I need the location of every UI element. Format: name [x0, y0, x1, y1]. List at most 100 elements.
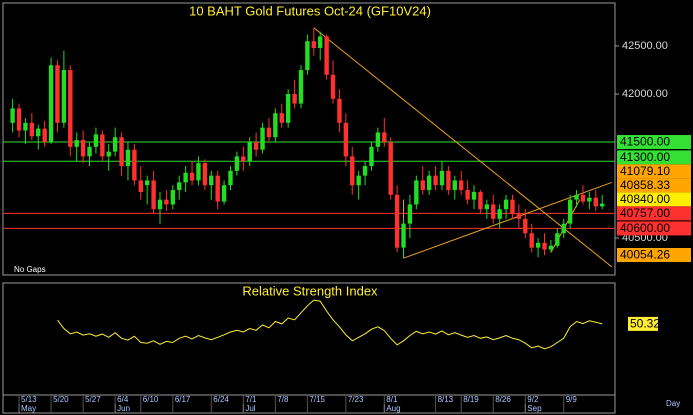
price-marker: 40858.33	[620, 178, 670, 192]
candle-body	[446, 170, 451, 191]
trend-line	[313, 27, 613, 268]
price-panel	[2, 2, 616, 276]
x-tick-label: 8/26	[495, 395, 511, 404]
candle-body	[125, 149, 131, 167]
candle-body	[337, 98, 342, 123]
candle-body	[221, 185, 227, 202]
candle-body	[305, 41, 310, 71]
candle-body	[439, 170, 445, 186]
candle-body	[23, 122, 28, 131]
x-tick-label: 8/1	[386, 395, 398, 404]
candle-body	[16, 108, 22, 131]
chart-title: 10 BAHT Gold Futures Oct-24 (GF10V24)	[189, 3, 431, 18]
candle-body	[362, 166, 368, 176]
candle-body	[388, 142, 393, 195]
month-label: May	[21, 404, 36, 413]
candle-body	[151, 180, 156, 210]
candle-body	[542, 242, 547, 250]
candle-body	[587, 197, 592, 202]
trend-line	[403, 181, 612, 259]
price-marker: 40757.00	[620, 206, 670, 220]
price-marker-box	[617, 135, 691, 150]
price-marker-box	[617, 206, 691, 221]
candle-body	[183, 172, 188, 183]
candle-body	[503, 199, 509, 210]
candle-body	[330, 74, 336, 99]
candle-body	[273, 113, 278, 138]
x-tick-label: 8/13	[438, 395, 454, 404]
candle-body	[241, 156, 246, 162]
x-tick-label: 9/2	[527, 395, 539, 404]
month-label: Aug	[386, 404, 400, 413]
rsi-value-label: 50.32	[630, 317, 660, 331]
price-marker: 40600.00	[620, 221, 670, 235]
candle-body	[209, 175, 214, 186]
candle-body	[535, 242, 541, 248]
month-label: Jul	[245, 404, 255, 413]
candle-body	[42, 128, 47, 143]
candle-body	[574, 194, 579, 200]
price-marker: 40840.00	[620, 192, 670, 206]
candle-body	[369, 146, 374, 167]
candle-body	[144, 180, 150, 186]
candle-body	[80, 140, 86, 157]
candle-body	[311, 41, 317, 48]
price-marker-box	[617, 164, 691, 179]
month-label: Sep	[527, 404, 542, 413]
candle-body	[426, 175, 432, 191]
x-tick-label: 5/27	[85, 395, 101, 404]
candle-body	[266, 127, 272, 138]
candle-body	[433, 175, 438, 186]
candle-body	[407, 204, 413, 224]
candle-body	[375, 132, 381, 147]
date-axis	[2, 394, 616, 414]
candle-body	[170, 190, 176, 205]
x-tick-label: 7/1	[245, 395, 257, 404]
x-tick-label: 7/8	[277, 395, 289, 404]
candle-body	[484, 204, 490, 210]
candle-body	[68, 70, 73, 147]
candle-body	[279, 113, 284, 123]
candle-body	[48, 65, 54, 143]
candle-body	[164, 199, 169, 205]
candle-body	[61, 70, 67, 123]
y-tick-label: 42500.00	[622, 40, 668, 52]
candle-body	[555, 233, 560, 246]
candle-body	[196, 163, 201, 181]
candle-body	[471, 191, 477, 200]
rsi-line	[57, 299, 603, 350]
price-marker: 40054.26	[620, 248, 670, 262]
candle-body	[567, 199, 573, 224]
candle-body	[74, 140, 79, 147]
candle-body	[580, 194, 586, 202]
price-marker-box	[617, 192, 691, 207]
price-marker-box	[617, 248, 691, 262]
candle-body	[497, 209, 502, 219]
candle-body	[548, 245, 554, 250]
candle-body	[29, 122, 35, 137]
x-tick-label: 6/24	[213, 395, 229, 404]
x-tick-label: 8/19	[463, 395, 479, 404]
candle-body	[343, 122, 349, 157]
candle-body	[202, 163, 208, 186]
rsi-title: Relative Strength Index	[242, 283, 378, 298]
candle-body	[356, 175, 361, 186]
price-marker-box	[617, 150, 691, 165]
candle-body	[189, 172, 195, 181]
candle-body	[292, 94, 297, 104]
candle-body	[420, 180, 425, 191]
x-axis-label: Day	[666, 399, 680, 408]
candle-body	[465, 190, 470, 200]
candle-body	[106, 151, 111, 157]
candle-body	[100, 134, 105, 157]
x-tick-label: 5/20	[53, 395, 69, 404]
candle-body	[324, 36, 329, 75]
price-marker: 41500.00	[620, 135, 670, 149]
candle-body	[132, 149, 137, 181]
month-label: Jun	[117, 404, 130, 413]
candle-body	[285, 94, 291, 123]
x-tick-label: 6/10	[143, 395, 159, 404]
candle-body	[593, 197, 598, 207]
